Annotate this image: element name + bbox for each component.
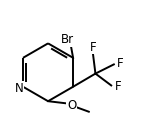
Text: F: F <box>90 41 96 54</box>
Text: Br: Br <box>61 33 74 46</box>
Text: O: O <box>67 99 76 112</box>
Text: F: F <box>117 57 124 70</box>
Text: N: N <box>15 82 23 95</box>
Text: F: F <box>114 80 121 93</box>
